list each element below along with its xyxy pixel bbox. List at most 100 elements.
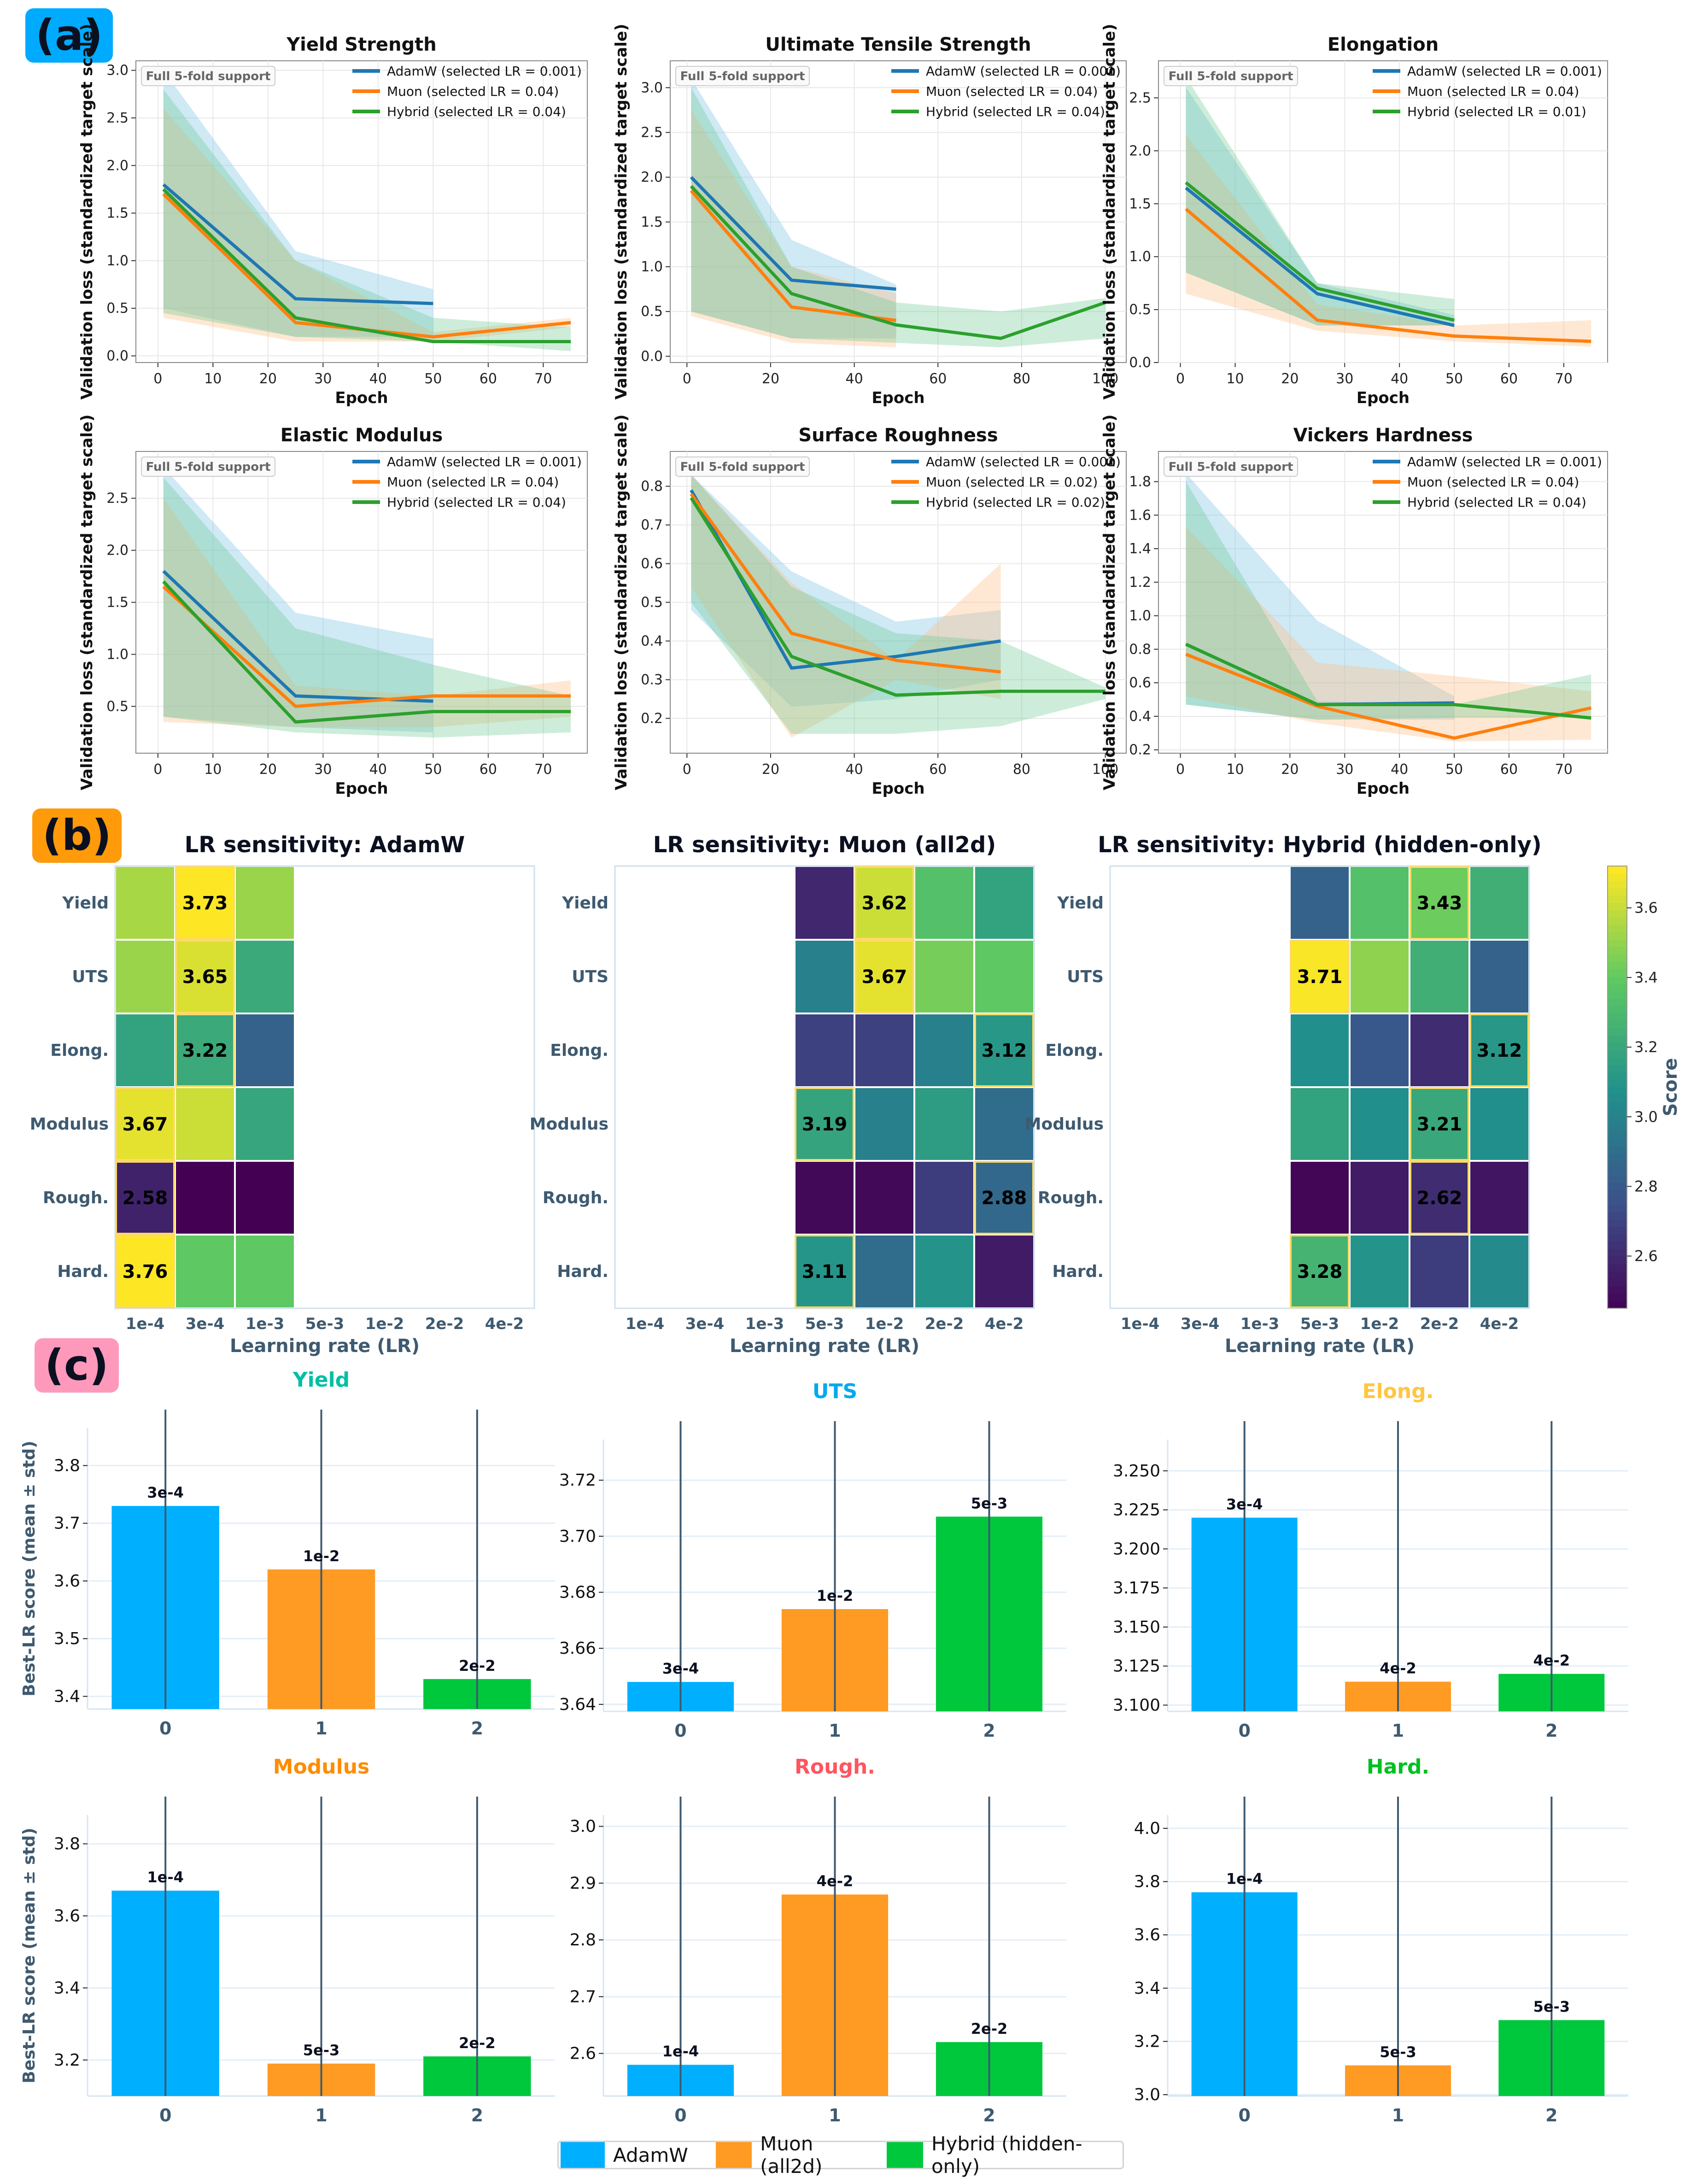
colorbar-segment	[1608, 896, 1627, 903]
legend-label-0: AdamW (selected LR = 0.001)	[1407, 64, 1602, 79]
std-band-1	[691, 110, 896, 347]
x-tick-label: 20	[259, 371, 277, 387]
colorbar-segment	[1608, 1198, 1627, 1206]
bar-subplot-title: Yield	[292, 1368, 350, 1392]
colorbar-segment	[1608, 932, 1627, 940]
heatmap-cell	[1470, 1162, 1528, 1234]
y-tick-label: UTS	[72, 967, 109, 986]
colorbar-segment	[1608, 1109, 1627, 1117]
y-tick-label: Modulus	[30, 1115, 109, 1134]
bar-subplot-title: Modulus	[273, 1755, 369, 1779]
heatmap-cell	[176, 941, 234, 1013]
y-tick-label: UTS	[1067, 967, 1104, 986]
heatmap-cell	[1410, 867, 1468, 939]
x-axis-label: Epoch	[335, 779, 388, 798]
cell-annotation: 3.62	[862, 893, 907, 914]
heatmap-1: 3.62 3.67 3.12 3.19 2.88 3.11 1e-4 3e-4 1e-3 5e-3…	[530, 832, 1035, 1357]
x-tick-label: 50	[424, 761, 442, 778]
y-tick-label: 1.4	[1129, 541, 1151, 557]
y-tick-label: 1.5	[106, 205, 129, 222]
support-note-box	[141, 66, 275, 86]
y-tick-label: 0.4	[641, 633, 663, 649]
heatmap-cell	[855, 941, 913, 1013]
heatmap-cell	[1291, 1014, 1349, 1086]
x-tick-label: 30	[1336, 761, 1353, 778]
legend-label-1: Muon (selected LR = 0.04)	[926, 84, 1098, 99]
x-axis-label: Learning rate (LR)	[230, 1335, 420, 1357]
heatmap-cell	[855, 1162, 913, 1234]
y-tick-label: 2.0	[1129, 143, 1151, 159]
std-band-2	[1186, 481, 1591, 720]
legend-label-0: AdamW (selected LR = 0.001)	[926, 64, 1121, 79]
colorbar-segment	[1608, 940, 1627, 948]
colorbar-segment	[1608, 954, 1627, 962]
x-tick-label: 1	[315, 2105, 327, 2125]
x-tick-label: 1	[315, 1718, 327, 1739]
x-tick-label: 1e-2	[865, 1315, 904, 1333]
legend-swatch-adamw	[561, 2142, 605, 2168]
y-axis-label: Validation loss (standardized target sca…	[78, 24, 96, 400]
x-tick-label: 1e-2	[365, 1315, 404, 1333]
y-tick-label: Rough.	[543, 1189, 608, 1207]
y-tick-label: 1.8	[1129, 474, 1151, 490]
series-line-1	[162, 586, 571, 708]
y-tick-label: 3.8	[1134, 1873, 1160, 1891]
support-note: Full 5-fold support	[1169, 460, 1293, 474]
colorbar-segment	[1608, 947, 1627, 955]
legend-item-muon: Muon (all2d)	[715, 2132, 860, 2178]
x-tick-label: 10	[1226, 371, 1244, 387]
bar-subplot-title: Hard.	[1367, 1755, 1429, 1779]
heatmap-cell	[975, 867, 1033, 939]
best-cell-outline	[795, 1235, 854, 1308]
y-tick-label: 1.5	[641, 214, 663, 230]
y-tick-label: 2.5	[641, 124, 663, 141]
legend-label-muon: Muon (all2d)	[760, 2132, 823, 2178]
colorbar-segment	[1608, 1117, 1627, 1124]
y-tick-label: 3.72	[559, 1471, 596, 1490]
line-chart-4: 0 20 40 60 80 100 0.2 0.3 0.4 0.5 0.6 0.7 0.8 Surface…	[612, 415, 1127, 798]
colorbar-segment	[1608, 1242, 1627, 1250]
subplot-title: Elastic Modulus	[281, 425, 443, 446]
legend-label-0: AdamW (selected LR = 0.001)	[926, 454, 1121, 469]
y-axis-label: Validation loss (standardized target sca…	[1100, 415, 1119, 790]
cell-annotation: 3.12	[1477, 1040, 1522, 1061]
bar-lr-label: 1e-4	[1226, 1870, 1263, 1888]
heatmap-cell	[176, 1162, 234, 1234]
best-cell-outline	[115, 1235, 175, 1308]
x-tick-label: 1	[829, 2105, 841, 2125]
x-tick-label: 50	[424, 371, 442, 387]
x-tick-label: 1e-2	[1360, 1315, 1399, 1333]
series-line-1	[1185, 208, 1591, 343]
y-tick-label: 3.4	[1134, 1979, 1160, 1998]
y-tick-label: 0.3	[641, 672, 663, 688]
bar-chart-1: 3.64 3.66 3.68 3.70 3.72 3e-4 0 1e-2 1 5e-3 2 UTS	[559, 1380, 1066, 1741]
heatmap-cell	[116, 941, 174, 1013]
heatmap-title: LR sensitivity: AdamW	[185, 832, 465, 858]
heatmap-cell	[796, 1014, 854, 1086]
heatmap-cell	[1351, 867, 1409, 939]
heatmap-cell	[975, 1088, 1033, 1160]
cell-annotation: 3.43	[1417, 893, 1462, 914]
heatmap-cell	[176, 1088, 234, 1160]
x-tick-label: 80	[1013, 761, 1030, 778]
legend-swatch-muon	[715, 2142, 752, 2168]
y-tick-label: 3.250	[1113, 1462, 1160, 1481]
std-band-0	[691, 474, 1001, 707]
y-tick-label: 0.2	[1129, 742, 1151, 758]
x-tick-label: 5e-3	[1300, 1315, 1339, 1333]
colorbar-segment	[1608, 1235, 1627, 1242]
heatmap-cell	[236, 1088, 294, 1160]
colorbar-segment	[1608, 1286, 1627, 1294]
colorbar-segment	[1608, 1072, 1627, 1080]
best-cell-outline	[175, 866, 235, 940]
colorbar-segment	[1608, 881, 1627, 889]
colorbar-segment	[1608, 1087, 1627, 1095]
x-tick-label: 60	[929, 371, 947, 387]
colorbar-segment	[1608, 1176, 1627, 1183]
legend-label-1: Muon (selected LR = 0.02)	[926, 474, 1098, 490]
x-axis-label: Learning rate (LR)	[730, 1335, 919, 1357]
y-tick-label: Modulus	[1025, 1115, 1104, 1134]
x-tick-label: 4e-2	[985, 1315, 1024, 1333]
y-tick-label: 3.2	[1134, 2032, 1160, 2051]
heatmap-cell	[975, 1162, 1033, 1234]
